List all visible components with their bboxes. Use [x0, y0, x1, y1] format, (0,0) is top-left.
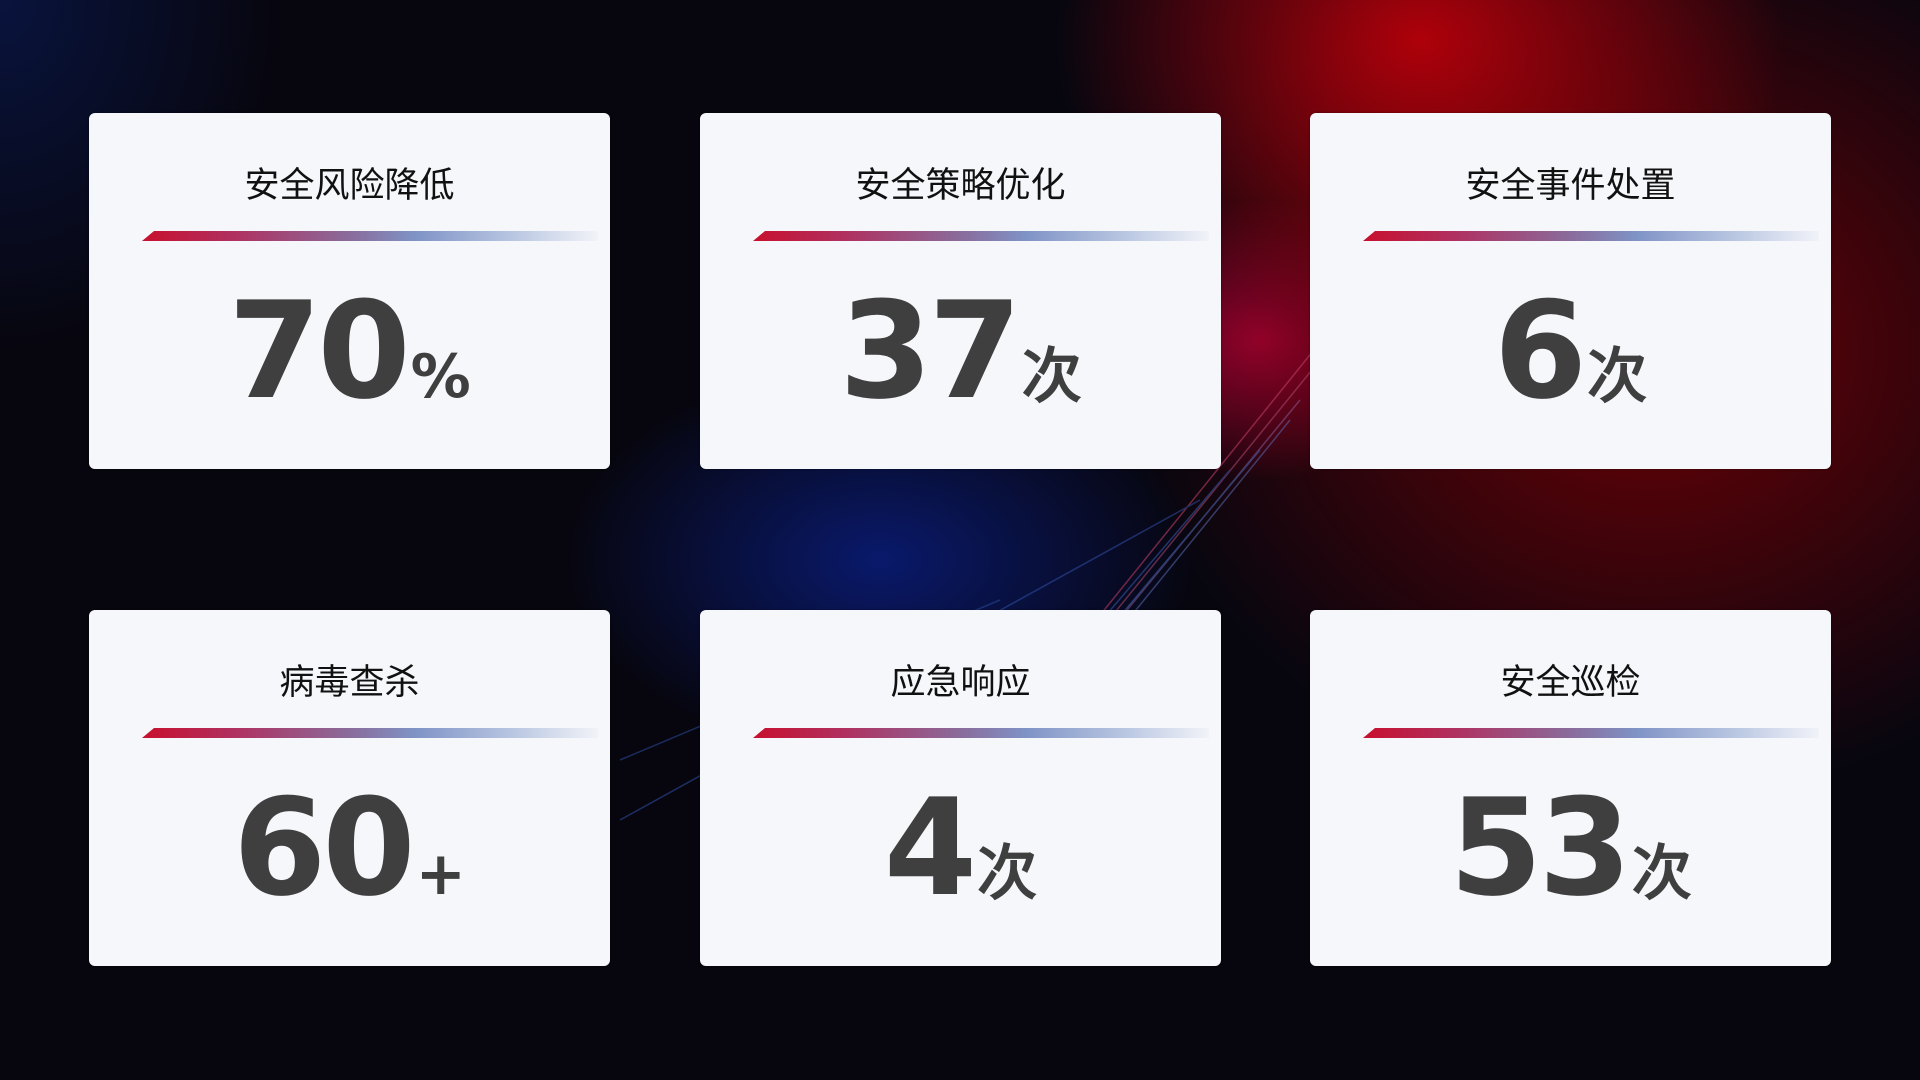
card-value: 4次: [700, 770, 1221, 926]
card-divider: [753, 231, 1209, 241]
card-title: 安全巡检: [1500, 663, 1641, 703]
card-title: 应急响应: [890, 663, 1031, 703]
card-title: 安全事件处置: [1465, 166, 1676, 206]
value-unit: 次: [1587, 342, 1648, 412]
card-divider: [1363, 728, 1819, 738]
stat-card-virus-removal: 病毒查杀 60+: [89, 610, 610, 966]
stat-card-policy-optimization: 安全策略优化 37次: [700, 113, 1221, 469]
card-divider: [753, 728, 1209, 738]
value-number: 6: [1493, 273, 1587, 429]
value-number: 70: [228, 273, 410, 429]
value-number: 4: [883, 770, 977, 926]
card-value: 6次: [1310, 273, 1831, 429]
value-unit: +: [415, 839, 466, 909]
card-title: 安全策略优化: [855, 166, 1066, 206]
card-value: 53次: [1310, 770, 1831, 926]
card-divider: [1363, 231, 1819, 241]
value-number: 53: [1449, 770, 1631, 926]
card-value: 70%: [89, 273, 610, 429]
stat-card-risk-reduction: 安全风险降低 70%: [89, 113, 610, 469]
value-number: 60: [233, 770, 415, 926]
value-unit: 次: [1631, 839, 1692, 909]
card-divider: [142, 728, 598, 738]
card-title: 安全风险降低: [244, 166, 455, 206]
stat-card-emergency-response: 应急响应 4次: [700, 610, 1221, 966]
value-unit: 次: [977, 839, 1038, 909]
value-number: 37: [839, 273, 1021, 429]
value-unit: %: [410, 342, 471, 412]
card-title: 病毒查杀: [279, 663, 420, 703]
card-value: 37次: [700, 273, 1221, 429]
card-divider: [142, 231, 598, 241]
stat-card-incident-handling: 安全事件处置 6次: [1310, 113, 1831, 469]
card-value: 60+: [89, 770, 610, 926]
value-unit: 次: [1021, 342, 1082, 412]
stat-card-security-inspection: 安全巡检 53次: [1310, 610, 1831, 966]
